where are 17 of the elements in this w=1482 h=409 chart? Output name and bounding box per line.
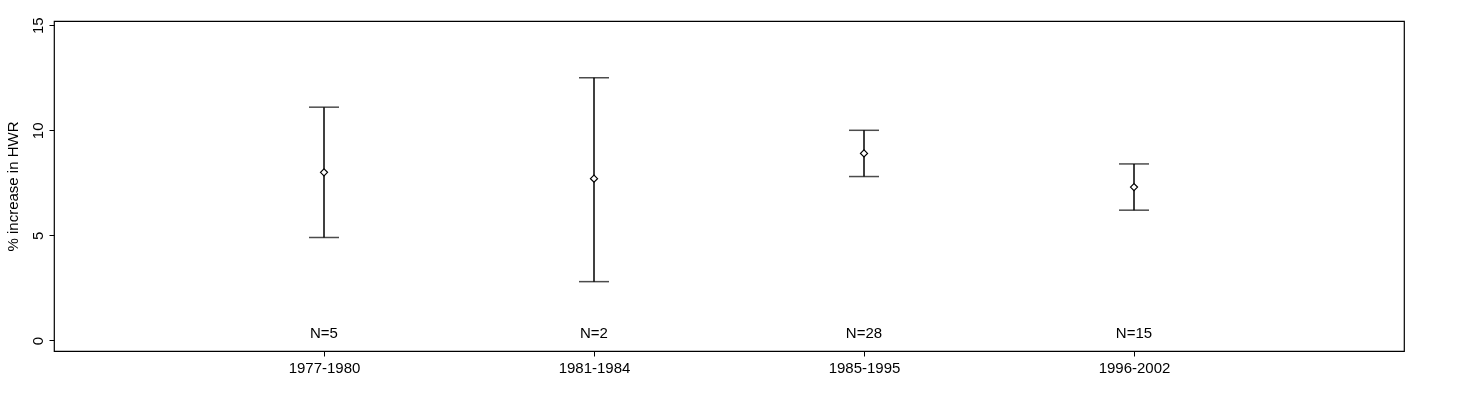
x-tick-label: 1996-2002 [1098,358,1171,376]
y-tick-label: 10 [28,122,46,140]
annotation: N=2 [580,324,608,341]
x-tick-label: 1977-1980 [288,358,361,376]
annotation: N=5 [310,324,338,341]
point [319,168,329,177]
annotation: N=28 [845,324,883,341]
y-tick-label: 5 [28,231,46,241]
point [589,174,599,183]
x-tick-label: 1985-1995 [828,358,901,376]
y-axis-title: % increase in HWR [3,121,21,252]
point [1129,182,1139,192]
x-tick-label: 1981-1984 [558,358,631,376]
point [859,149,869,158]
y-tick-label: 0 [28,336,46,346]
y-tick-label: 15 [28,17,46,35]
annotation: N=15 [1115,324,1153,341]
